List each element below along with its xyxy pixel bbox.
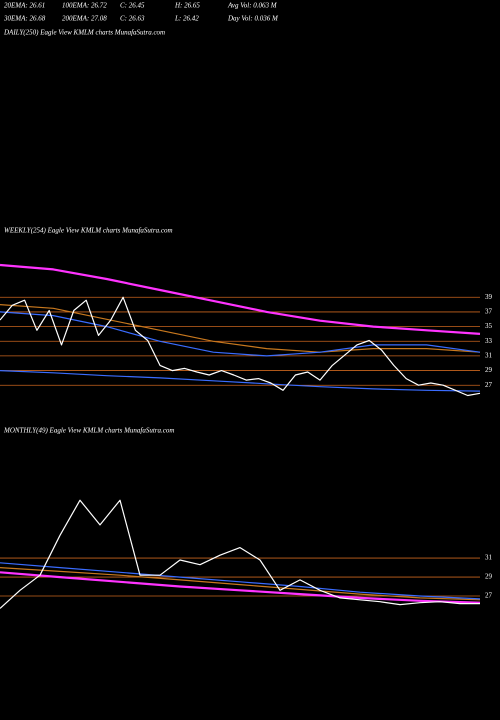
panel-title: WEEKLY(254) Eagle View KMLM charts Munaf…	[4, 227, 173, 235]
series-line	[0, 311, 481, 357]
series-line	[0, 296, 481, 397]
header-stat: L: 26.42	[174, 15, 199, 23]
header-stat: 30EMA: 26.68	[3, 15, 46, 23]
series-line	[0, 304, 481, 353]
panel-title: MONTHLY(49) Eagle View KMLM charts Munaf…	[3, 427, 174, 435]
y-tick-label: 39	[485, 293, 493, 301]
y-tick-label: 33	[485, 337, 493, 345]
y-tick-label: 29	[485, 366, 493, 374]
header-stat: H: 26.65	[174, 2, 200, 10]
series-line	[0, 499, 480, 609]
panel-title: DAILY(250) Eagle View KMLM charts Munafa…	[3, 29, 165, 37]
y-tick-label: 31	[485, 554, 493, 562]
header-stat: 200EMA: 27.08	[62, 15, 107, 23]
header-stat: Day Vol: 0.036 M	[227, 15, 279, 23]
series-line	[0, 263, 481, 335]
header-stat: C: 26.63	[120, 15, 145, 23]
y-tick-label: 29	[485, 573, 493, 581]
series-line	[0, 567, 481, 601]
y-tick-label: 31	[485, 352, 493, 360]
y-tick-label: 37	[485, 308, 493, 316]
header-stat: C: 26.45	[120, 2, 145, 10]
series-line	[0, 562, 481, 600]
header-stat: Avg Vol: 0.063 M	[227, 2, 278, 10]
series-line	[0, 370, 481, 392]
y-tick-label: 27	[485, 381, 493, 389]
header-stat: 20EMA: 26.61	[4, 2, 45, 10]
y-tick-label: 27	[485, 592, 493, 600]
y-tick-label: 35	[485, 322, 493, 330]
series-line	[0, 571, 481, 604]
header-stat: 100EMA: 26.72	[62, 2, 107, 10]
